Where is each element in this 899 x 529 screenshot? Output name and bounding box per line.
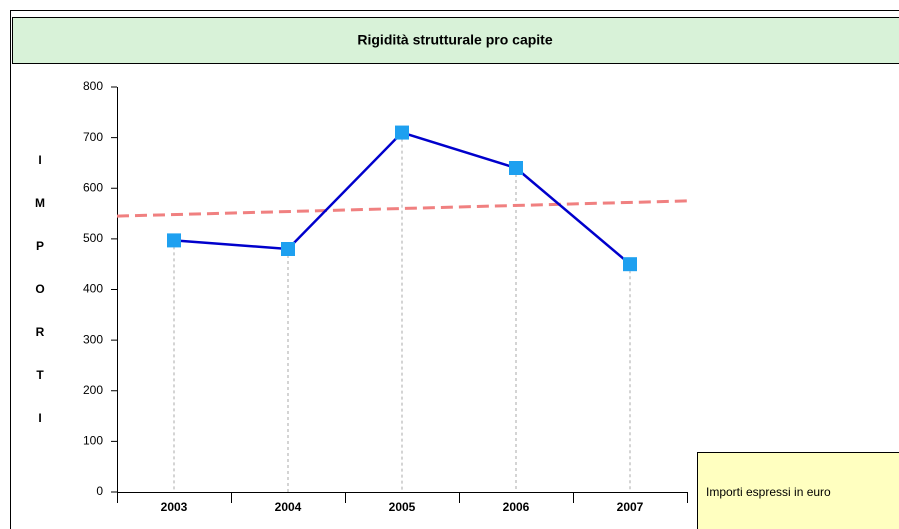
y-tick-label: 600 xyxy=(83,180,103,194)
y-tick-label: 0 xyxy=(96,484,103,498)
data-point xyxy=(167,233,181,248)
annotation-box xyxy=(697,452,899,529)
y-axis-label: M xyxy=(35,196,45,210)
y-axis-label: R xyxy=(36,325,45,339)
y-axis-label: T xyxy=(36,368,44,382)
y-axis-label: I xyxy=(38,411,41,425)
x-tick-label: 2004 xyxy=(275,500,302,514)
x-tick-label: 2006 xyxy=(503,500,530,514)
title-box xyxy=(12,17,899,64)
data-point xyxy=(395,125,409,140)
y-tick-label: 800 xyxy=(83,79,103,93)
x-tick-label: 2007 xyxy=(617,500,644,514)
y-axis-label: P xyxy=(36,239,44,253)
y-tick-label: 400 xyxy=(83,282,103,296)
data-point xyxy=(281,242,295,256)
x-tick-label: 2005 xyxy=(389,500,416,514)
y-axis-label: O xyxy=(35,282,44,296)
y-axis-label: I xyxy=(38,153,41,167)
data-point xyxy=(509,161,523,175)
trendline xyxy=(116,199,688,218)
chart-title: Rigidità strutturale pro capite xyxy=(357,32,552,48)
y-tick-label: 700 xyxy=(83,130,103,144)
data-point xyxy=(623,257,637,272)
x-tick-label: 2003 xyxy=(161,500,188,514)
annotation: Importi espressi in euro xyxy=(706,485,831,499)
y-tick-label: 100 xyxy=(83,434,103,448)
y-tick-label: 500 xyxy=(83,231,103,245)
y-tick-label: 300 xyxy=(83,332,103,346)
y-tick-label: 200 xyxy=(83,383,103,397)
